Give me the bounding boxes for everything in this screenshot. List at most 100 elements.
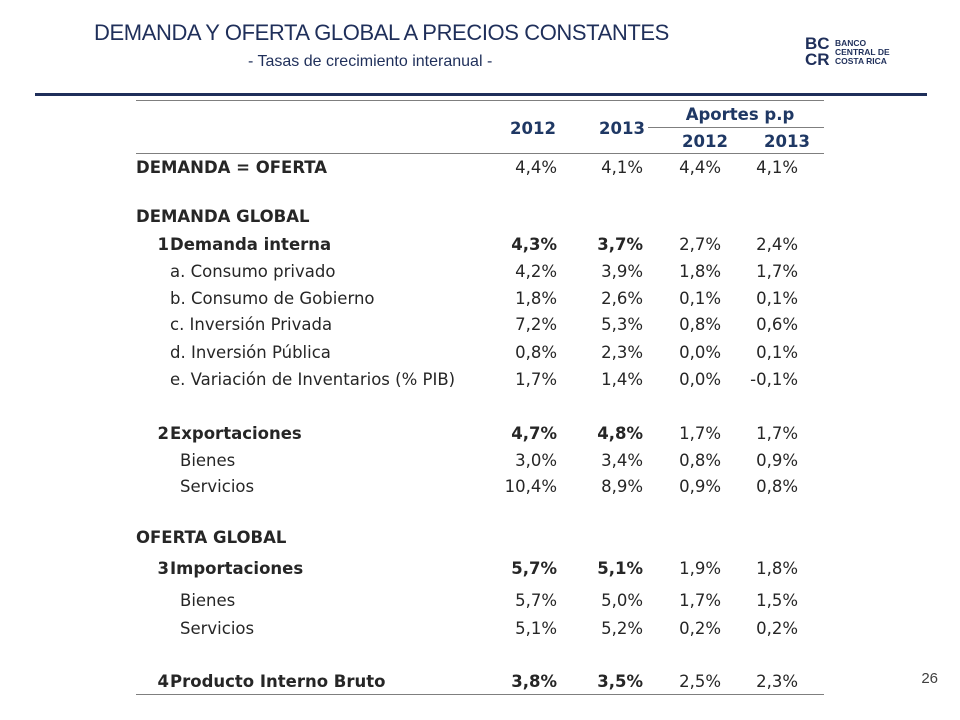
table-row: Servicios 5,1% 5,2% 0,2% 0,2% [136, 619, 824, 641]
cell-a2012: 1,7% [679, 591, 721, 610]
table-row: Bienes 3,0% 3,4% 0,8% 0,9% [136, 451, 824, 473]
row-number: 4 [157, 672, 169, 691]
title-divider [35, 93, 927, 96]
table-row: d. Inversión Pública 0,8% 2,3% 0,0% 0,1% [136, 343, 824, 365]
cell-v2013: 5,2% [601, 619, 643, 638]
table-row: OFERTA GLOBAL [136, 528, 824, 550]
table-top-border [136, 100, 824, 101]
cell-v2012: 4,2% [515, 262, 557, 281]
cell-v2013: 8,9% [601, 477, 643, 496]
logo-text: BANCO CENTRAL DE COSTA RICA [835, 39, 890, 66]
row-label: Demanda interna [170, 235, 332, 254]
row-label: DEMANDA = OFERTA [136, 158, 328, 177]
cell-a2013: 1,7% [756, 262, 798, 281]
cell-v2013: 2,3% [601, 343, 643, 362]
slide-title: DEMANDA Y OFERTA GLOBAL A PRECIOS CONSTA… [94, 20, 669, 45]
row-number: 3 [157, 559, 169, 578]
cell-a2012: 4,4% [679, 158, 721, 177]
cell-a2012: 1,9% [679, 559, 721, 578]
cell-v2012: 0,8% [515, 343, 557, 362]
col-header-aportes-2013: 2013 [764, 132, 810, 151]
row-label: b. Consumo de Gobierno [170, 289, 375, 308]
logo-mark-top: BC [805, 34, 830, 53]
table-row: a. Consumo privado 4,2% 3,9% 1,8% 1,7% [136, 262, 824, 284]
aportes-underline [648, 127, 824, 128]
header-bottom-border [136, 153, 824, 154]
cell-a2013: 0,6% [756, 315, 798, 334]
cell-a2012: 2,5% [679, 672, 721, 691]
cell-a2013: 0,2% [756, 619, 798, 638]
cell-v2013: 3,7% [597, 235, 643, 254]
cell-v2013: 5,3% [601, 315, 643, 334]
cell-v2012: 1,8% [515, 289, 557, 308]
row-label: DEMANDA GLOBAL [136, 207, 310, 226]
cell-a2013: 1,7% [756, 424, 798, 443]
cell-a2012: 1,8% [679, 262, 721, 281]
cell-v2013: 4,8% [597, 424, 643, 443]
table-row: Bienes 5,7% 5,0% 1,7% 1,5% [136, 591, 824, 613]
table-row: b. Consumo de Gobierno 1,8% 2,6% 0,1% 0,1% [136, 289, 824, 311]
cell-v2013: 4,1% [601, 158, 643, 177]
cell-a2013: 0,1% [756, 289, 798, 308]
cell-a2013: 0,8% [756, 477, 798, 496]
row-label: Servicios [180, 477, 255, 496]
cell-a2012: 0,2% [679, 619, 721, 638]
row-label: Bienes [180, 591, 236, 610]
cell-a2012: 0,0% [679, 370, 721, 389]
table-row: DEMANDA GLOBAL [136, 207, 824, 229]
cell-a2012: 0,0% [679, 343, 721, 362]
page-number: 26 [921, 670, 938, 687]
row-label: Servicios [180, 619, 255, 638]
table-row: 4 Producto Interno Bruto 3,8% 3,5% 2,5% 2,3% [136, 672, 824, 694]
row-label: d. Inversión Pública [170, 343, 331, 362]
cell-a2012: 0,9% [679, 477, 721, 496]
cell-v2012: 4,4% [515, 158, 557, 177]
cell-v2012: 5,7% [511, 559, 557, 578]
demand-supply-table: 2012 2013 Aportes p.p 2012 2013 DEMANDA … [136, 100, 824, 695]
table-row: 2 Exportaciones 4,7% 4,8% 1,7% 1,7% [136, 424, 824, 446]
cell-a2013: 1,5% [756, 591, 798, 610]
col-header-2012: 2012 [510, 119, 556, 138]
row-label: e. Variación de Inventarios (% PIB) [170, 370, 456, 389]
cell-v2012: 3,0% [515, 451, 557, 470]
cell-v2013: 3,9% [601, 262, 643, 281]
cell-v2013: 5,0% [601, 591, 643, 610]
cell-a2013: 2,4% [756, 235, 798, 254]
logo-mark: BC CR [803, 35, 837, 69]
table-row: Servicios 10,4% 8,9% 0,9% 0,8% [136, 477, 824, 499]
col-header-aportes: Aportes p.p [685, 105, 795, 124]
col-header-2013: 2013 [599, 119, 645, 138]
cell-a2013: -0,1% [750, 370, 798, 389]
cell-v2012: 5,7% [515, 591, 557, 610]
cell-v2012: 4,7% [511, 424, 557, 443]
cell-a2013: 0,9% [756, 451, 798, 470]
row-label: a. Consumo privado [170, 262, 336, 281]
cell-a2012: 0,8% [679, 315, 721, 334]
table-row: 1 Demanda interna 4,3% 3,7% 2,7% 2,4% [136, 235, 824, 257]
cell-v2013: 1,4% [601, 370, 643, 389]
cell-v2012: 1,7% [515, 370, 557, 389]
row-label: Producto Interno Bruto [170, 672, 386, 691]
table-row: c. Inversión Privada 7,2% 5,3% 0,8% 0,6% [136, 315, 824, 337]
table-row: e. Variación de Inventarios (% PIB) 1,7% 1… [136, 370, 824, 392]
row-label: Bienes [180, 451, 236, 470]
logo-mark-bottom: CR [805, 50, 830, 69]
cell-a2013: 0,1% [756, 343, 798, 362]
table-bottom-border [136, 694, 824, 695]
cell-v2012: 7,2% [515, 315, 557, 334]
slide-subtitle: - Tasas de crecimiento interanual - [248, 53, 493, 70]
cell-v2012: 10,4% [504, 477, 557, 496]
row-number: 2 [157, 424, 169, 443]
cell-a2013: 1,8% [756, 559, 798, 578]
logo-text-line: COSTA RICA [835, 56, 887, 66]
cell-v2012: 4,3% [511, 235, 557, 254]
row-number: 1 [157, 235, 169, 254]
row-label: OFERTA GLOBAL [136, 528, 287, 547]
cell-v2013: 3,5% [597, 672, 643, 691]
cell-a2013: 4,1% [756, 158, 798, 177]
logo-text-line: BANCO [835, 38, 867, 48]
cell-v2013: 5,1% [597, 559, 643, 578]
cell-a2012: 2,7% [679, 235, 721, 254]
cell-v2012: 3,8% [511, 672, 557, 691]
cell-a2012: 0,8% [679, 451, 721, 470]
